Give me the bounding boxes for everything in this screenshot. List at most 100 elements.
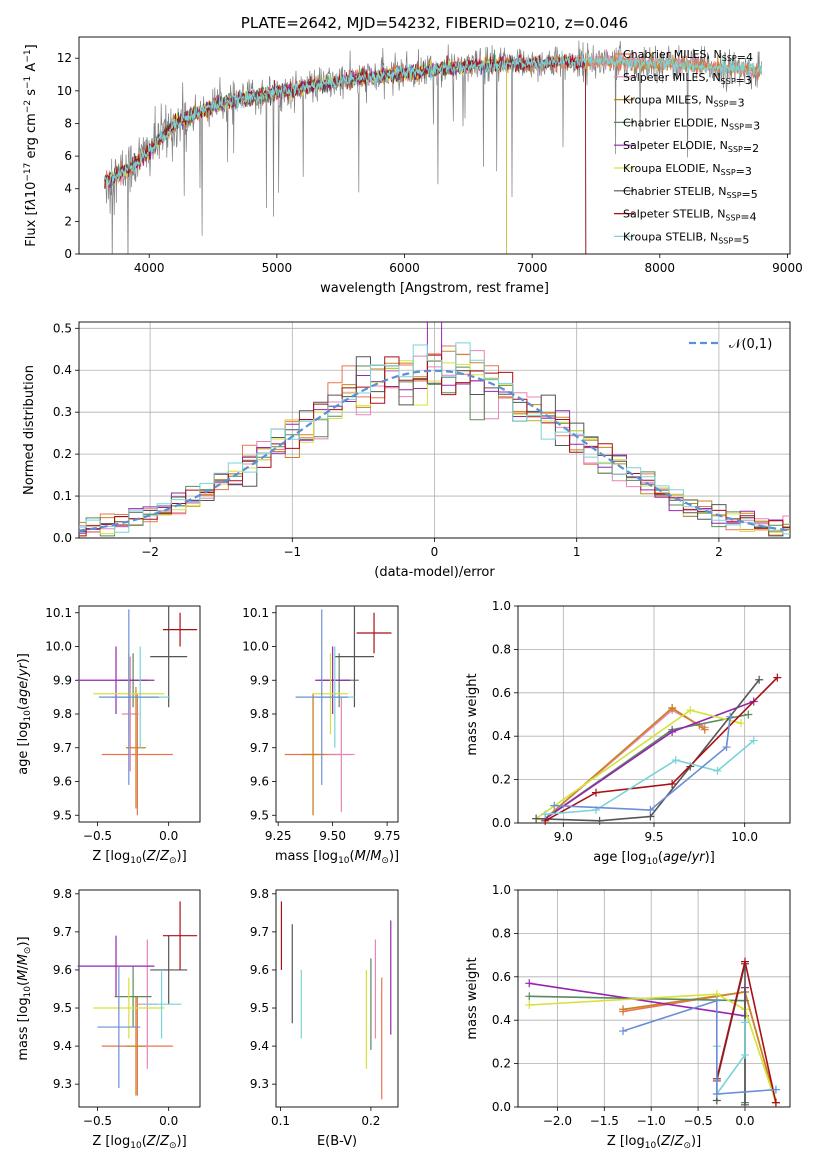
weight-line-10	[554, 716, 731, 811]
x-tick-label: −1.5	[590, 1114, 619, 1128]
residual-histogram-panel: −2 −1 0 1 2 0.0 0.1 0.2 0.3 0.4 0.5 (data-model)/er…	[22, 321, 791, 580]
x-axis-label: age [log10(age/yr)]	[593, 850, 715, 867]
x-tick-label: 9.50	[319, 829, 346, 843]
y-tick-label: 0.0	[492, 816, 511, 830]
y-tick-label: 0.0	[492, 1100, 511, 1114]
y-tick-label: 9.6	[53, 963, 72, 977]
x-axis-label: Z [log10(Z/Z⊙)]	[92, 849, 186, 866]
histogram-series-6	[79, 360, 790, 537]
y-tick-label: 10	[57, 84, 72, 98]
x-tick-label: −0.5	[83, 1114, 112, 1128]
y-tick-label: 9.3	[53, 1077, 72, 1091]
y-tick-label: 9.7	[53, 925, 72, 939]
y-tick-label: 9.7	[250, 741, 269, 755]
weight-marker	[726, 712, 735, 721]
y-tick-label: 10.1	[45, 606, 72, 620]
x-tick-label: 4000	[134, 261, 165, 275]
weight-marker	[525, 1001, 534, 1010]
weight-marker	[671, 756, 680, 765]
weight-marker	[749, 736, 758, 745]
normal-curve	[78, 369, 791, 532]
y-tick-label: 9.5	[53, 1001, 72, 1015]
y-tick-label: 0.8	[492, 926, 511, 940]
plot-frame	[78, 889, 201, 1108]
metallicity-massweight-panel: −2.0 −1.5 −1.0 −0.5 0.0 0.0 0.2 0.4 0.6 0.8 1.0 Z […	[465, 883, 791, 1151]
weight-marker	[668, 727, 677, 736]
x-tick-label: 8000	[645, 261, 676, 275]
spectrum-panel: PLATE=2642, MJD=54232, FIBERID=0210, z=0…	[23, 14, 803, 296]
x-axis-label: Z [log10(Z/Z⊙)]	[92, 1134, 186, 1151]
x-tick-label: 9000	[772, 261, 803, 275]
y-tick-label: 0.2	[53, 447, 72, 461]
y-tick-label: 9.9	[250, 673, 269, 687]
x-tick-label: 0.2	[361, 1114, 380, 1128]
legend-entry: Chabrier STELIB, NSSP=5	[623, 185, 758, 201]
x-tick-label: −0.5	[83, 829, 112, 843]
histogram-series-4	[79, 364, 790, 537]
y-tick-label: 0.4	[53, 363, 72, 377]
y-tick-label: 10.1	[242, 606, 269, 620]
y-tick-label: 9.5	[53, 808, 72, 822]
weight-marker	[525, 979, 534, 988]
mass-age-panel: 9.25 9.50 9.75 9.5 9.6 9.7 9.8 9.9 10.0 10.1 mass …	[242, 605, 400, 866]
x-tick-label: 7000	[517, 261, 548, 275]
y-tick-label: 0	[64, 247, 72, 261]
y-axis-label: mass weight	[465, 673, 480, 755]
y-tick-label: 9.5	[250, 808, 269, 822]
x-tick-label: −1.0	[637, 1114, 666, 1128]
y-tick-label: 9.6	[250, 775, 269, 789]
model-spectrum-9	[104, 50, 763, 187]
plot-frame	[78, 36, 791, 255]
weight-marker	[771, 1085, 780, 1094]
y-tick-label: 9.8	[250, 887, 269, 901]
y-tick-label: 0.4	[492, 729, 511, 743]
y-tick-label: 0.5	[53, 321, 72, 335]
weight-line-6	[529, 993, 777, 1103]
y-tick-label: 9.4	[53, 1039, 72, 1053]
y-tick-label: 9.4	[250, 1039, 269, 1053]
x-tick-label: 0.0	[159, 1114, 178, 1128]
y-tick-label: 0.2	[492, 1057, 511, 1071]
y-tick-label: 8	[64, 116, 72, 130]
weight-marker	[712, 996, 721, 1005]
weight-marker	[740, 1018, 749, 1027]
x-axis-label: wavelength [Angstrom, rest frame]	[320, 281, 549, 296]
x-tick-label: 5000	[262, 261, 293, 275]
y-tick-label: 9.3	[250, 1077, 269, 1091]
metallicity-age-panel: −0.5 0.0 9.5 9.6 9.7 9.8 9.9 10.0 10.1 Z [log10(Z…	[16, 605, 201, 866]
weight-marker	[619, 1027, 628, 1036]
x-tick-label: 10.0	[731, 830, 758, 844]
weight-marker	[700, 725, 709, 734]
y-tick-label: 9.6	[53, 775, 72, 789]
y-tick-label: 0.3	[53, 405, 72, 419]
x-axis-label: mass [log10(M/M⊙)]	[275, 849, 399, 866]
chart-title: PLATE=2642, MJD=54232, FIBERID=0210, z=0…	[241, 14, 628, 32]
weight-marker	[525, 992, 534, 1001]
x-tick-label: 0.1	[271, 1114, 290, 1128]
weight-marker	[771, 1098, 780, 1107]
legend-entry: Salpeter MILES, NSSP=3	[623, 71, 752, 87]
ebv-mass-panel: 0.1 0.2 9.3 9.4 9.5 9.6 9.7 9.8 E(B-V)	[250, 887, 399, 1149]
legend-entry: Chabrier ELODIE, NSSP=3	[623, 116, 760, 132]
weight-marker	[541, 810, 550, 819]
x-tick-label: 0	[431, 545, 439, 559]
x-axis-label: Z [log10(Z/Z⊙)]	[607, 1134, 701, 1151]
y-tick-label: 9.8	[53, 887, 72, 901]
y-tick-label: 6	[64, 149, 72, 163]
y-tick-label: 0.0	[53, 531, 72, 545]
weight-marker	[744, 710, 753, 719]
y-tick-label: 10.0	[45, 640, 72, 654]
y-tick-label: 4	[64, 182, 72, 196]
y-tick-label: 2	[64, 214, 72, 228]
y-tick-label: 9.6	[250, 963, 269, 977]
y-tick-label: 9.5	[250, 1001, 269, 1015]
x-tick-label: −0.5	[684, 1114, 713, 1128]
plot-frame	[78, 605, 201, 823]
weight-marker	[713, 766, 722, 775]
legend-entry: Chabrier MILES, NSSP=4	[623, 48, 753, 64]
y-tick-label: 0.2	[492, 773, 511, 787]
age-massweight-panel: 9.0 9.5 10.0 0.0 0.2 0.4 0.6 0.8 1.0 age [log10(a…	[465, 599, 791, 867]
y-axis-label: Normed distribution	[22, 365, 37, 495]
x-tick-label: 9.25	[265, 829, 292, 843]
y-axis-label: Flux [fλ10−17 erg cm−2 s−1 A−1]	[23, 44, 39, 246]
